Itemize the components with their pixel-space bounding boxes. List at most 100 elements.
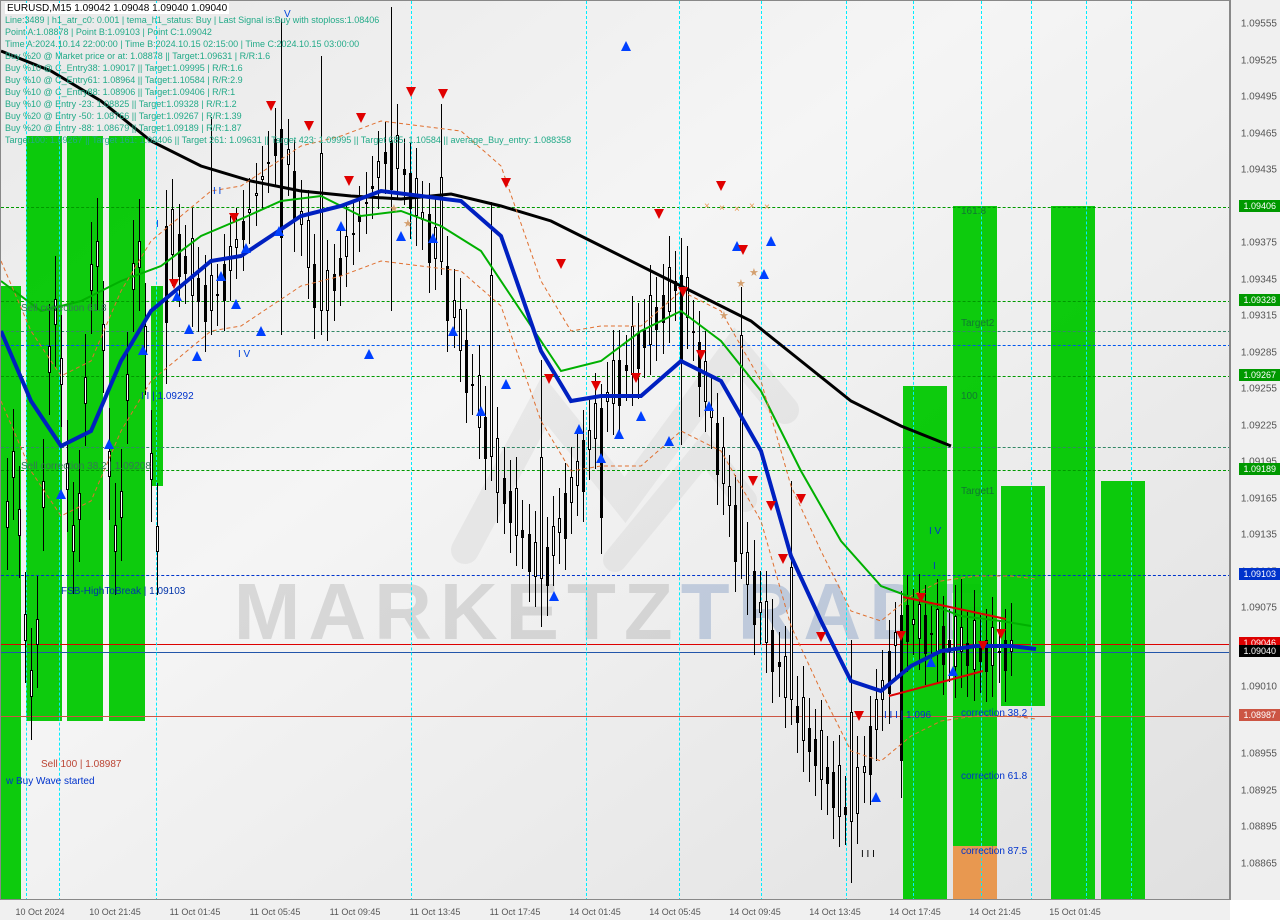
- candle-body: [692, 331, 695, 333]
- candle-body: [471, 384, 474, 386]
- arrow-up-icon: [256, 326, 266, 336]
- y-tick: 1.09255: [1241, 384, 1277, 395]
- candle-body: [352, 233, 355, 235]
- candle-body: [377, 161, 380, 178]
- annotation-label: Target1: [961, 486, 994, 497]
- arrow-up-icon: [336, 221, 346, 231]
- candle-body: [662, 295, 665, 324]
- candle-body: [728, 486, 731, 507]
- cross-icon: ×: [749, 201, 755, 212]
- candle-body: [90, 264, 93, 291]
- arrow-up-icon: [56, 489, 66, 499]
- arrow-up-icon: [871, 792, 881, 802]
- vertical-line: [913, 1, 914, 900]
- zone-bar: [1051, 206, 1095, 900]
- candle-body: [503, 478, 506, 504]
- arrow-down-icon: [501, 178, 511, 188]
- candle-body: [30, 670, 33, 697]
- candle-body: [704, 361, 707, 402]
- candle-body: [655, 307, 658, 330]
- vertical-line: [1131, 1, 1132, 900]
- info-line: Buy %10 @ Entry -23: 1.08825 || Target:1…: [5, 99, 237, 109]
- candle-body: [1004, 640, 1007, 672]
- candle-body: [802, 697, 805, 742]
- candle-body: [686, 277, 689, 319]
- candle-body: [838, 765, 841, 817]
- x-tick: 14 Oct 05:45: [649, 907, 701, 917]
- candle-body: [936, 609, 939, 653]
- y-tick: 1.09345: [1241, 274, 1277, 285]
- candle-body: [313, 264, 316, 308]
- candle-body: [576, 461, 579, 486]
- candle-body: [235, 239, 238, 249]
- y-tick: 1.09375: [1241, 238, 1277, 249]
- annotation-label: 161.8: [961, 206, 986, 217]
- candle-body: [528, 534, 531, 571]
- star-icon: ★: [403, 217, 413, 230]
- candle-body: [165, 226, 168, 323]
- candle-body: [84, 377, 87, 404]
- arrow-up-icon: [428, 233, 438, 243]
- candle-body: [649, 295, 652, 344]
- arrow-down-icon: [778, 554, 788, 564]
- candle-body: [558, 518, 561, 533]
- annotation-label: I I I | 1.096: [884, 710, 931, 721]
- arrow-up-icon: [138, 345, 148, 355]
- price-tag: 1.09189: [1239, 463, 1280, 475]
- price-tag: 1.09040: [1239, 645, 1280, 657]
- candle-body: [582, 440, 585, 491]
- cross-icon: ×: [719, 203, 725, 214]
- horizontal-line: [1, 652, 1230, 653]
- arrow-up-icon: [704, 401, 714, 411]
- y-tick: 1.09495: [1241, 92, 1277, 103]
- plot-area[interactable]: MARKETZTRADE EURUSD,M15 1.09042 1.09048 …: [0, 0, 1230, 900]
- candle-body: [96, 241, 99, 268]
- vertical-line: [1031, 1, 1032, 900]
- candle-body: [606, 392, 609, 401]
- candle-body: [114, 525, 117, 552]
- y-tick: 1.09525: [1241, 55, 1277, 66]
- candle-body: [6, 501, 9, 528]
- candle-body: [255, 193, 258, 196]
- candle-body: [1010, 640, 1013, 652]
- x-tick: 14 Oct 01:45: [569, 907, 621, 917]
- arrow-down-icon: [766, 501, 776, 511]
- candle-body: [600, 408, 603, 517]
- info-line: Buy %10 @ C_Entry61: 1.08964 || Target:1…: [5, 75, 243, 85]
- candle-body: [453, 300, 456, 318]
- candle-body: [734, 505, 737, 562]
- candle-body: [998, 651, 1001, 653]
- candle-body: [484, 417, 487, 459]
- candle-body: [446, 266, 449, 321]
- candle-body: [132, 263, 135, 290]
- y-tick: 1.09465: [1241, 128, 1277, 139]
- annotation-label: Target2: [961, 318, 994, 329]
- horizontal-line: [1, 470, 1230, 471]
- candle-body: [966, 643, 969, 667]
- vertical-line: [761, 1, 762, 900]
- arrow-up-icon: [231, 299, 241, 309]
- zone-bar: [1001, 486, 1045, 706]
- candle-body: [906, 605, 909, 642]
- arrow-down-icon: [304, 121, 314, 131]
- candle-body: [267, 162, 270, 164]
- watermark-grey: MARKETZ: [234, 567, 681, 656]
- y-tick: 1.09315: [1241, 311, 1277, 322]
- candle-body: [912, 619, 915, 625]
- candle-body: [490, 275, 493, 457]
- x-tick: 14 Oct 17:45: [889, 907, 941, 917]
- arrow-down-icon: [996, 629, 1006, 639]
- arrow-down-icon: [716, 181, 726, 191]
- cross-icon: ×: [734, 204, 740, 215]
- info-line: Point A:1.08878 | Point B:1.09103 | Poin…: [5, 27, 212, 37]
- candle-body: [765, 601, 768, 643]
- candle-body: [229, 246, 232, 270]
- horizontal-line: [1, 644, 1230, 645]
- candle-body: [261, 176, 264, 180]
- candle-body: [459, 309, 462, 352]
- cross-icon: ×: [764, 202, 770, 213]
- candle-body: [924, 615, 927, 654]
- candle-body: [844, 807, 847, 815]
- candle-body: [184, 256, 187, 274]
- candle-body: [631, 326, 634, 375]
